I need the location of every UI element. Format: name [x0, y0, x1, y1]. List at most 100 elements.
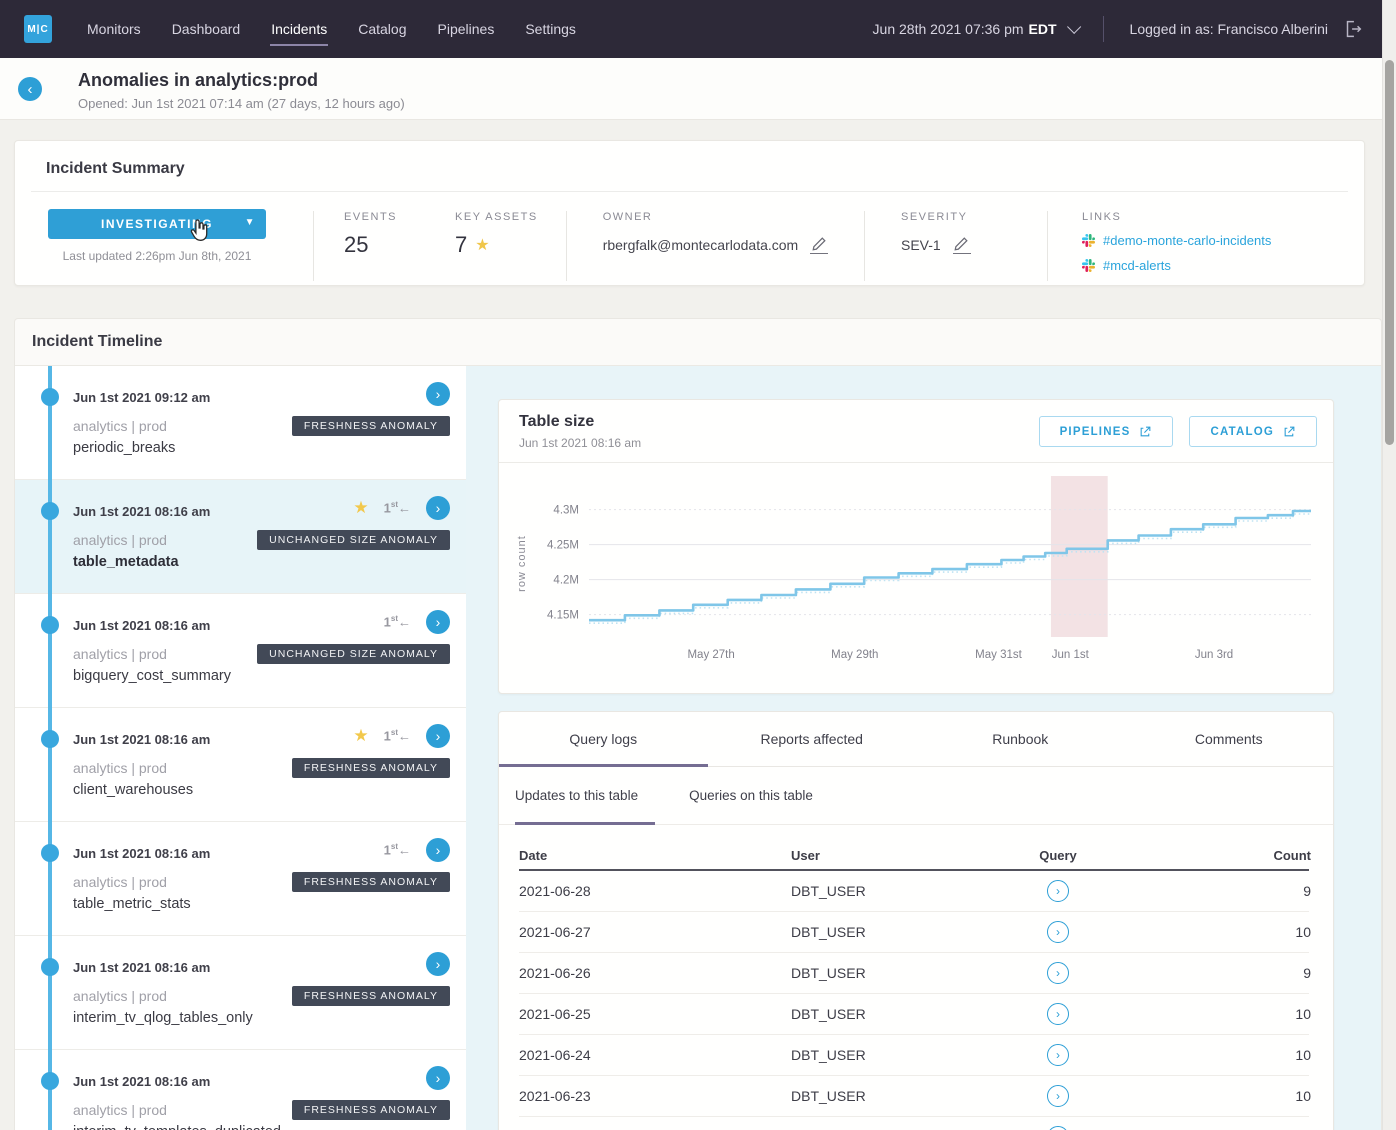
timeline-dot-icon: [41, 844, 59, 862]
incident-summary-card: Incident Summary INVESTIGATING ▼ Last up…: [14, 140, 1365, 286]
external-link-icon: [1283, 425, 1296, 438]
row-count: 9: [1221, 883, 1311, 899]
col-query: Query: [895, 848, 1221, 863]
nav-item-label: Incidents: [271, 21, 327, 37]
anomaly-tag: FRESHNESS ANOMALY: [292, 986, 450, 1006]
first-seen-icon: 1st←: [384, 728, 411, 743]
svg-text:Jun 1st: Jun 1st: [1052, 649, 1090, 661]
row-date: 2021-06-25: [519, 1006, 791, 1022]
nav-item[interactable]: Incidents: [270, 0, 328, 58]
event-table-name: table_metric_stats: [73, 896, 450, 912]
view-query-button[interactable]: ›: [1047, 1003, 1069, 1025]
detail-tab[interactable]: Comments: [1125, 712, 1334, 766]
detail-tab[interactable]: Runbook: [916, 712, 1125, 766]
scrollbar-thumb[interactable]: [1385, 60, 1394, 445]
open-event-button[interactable]: ›: [426, 610, 450, 634]
severity-field: SEVERITY SEV-1: [865, 209, 1047, 254]
slack-channel-link[interactable]: #demo-monte-carlo-incidents: [1082, 233, 1338, 248]
nav-item[interactable]: Pipelines: [437, 0, 496, 58]
logged-in-label: Logged in as: Francisco Alberini: [1130, 21, 1328, 37]
status-label: INVESTIGATING: [101, 217, 213, 231]
edit-severity-icon[interactable]: [953, 236, 971, 254]
datetime-selector[interactable]: Jun 28th 2021 07:36 pm EDT: [873, 21, 1077, 37]
summary-stat: KEY ASSETS 7 ★: [425, 209, 566, 258]
open-event-button[interactable]: ›: [426, 382, 450, 406]
view-query-button[interactable]: ›: [1047, 921, 1069, 943]
query-logs-card: Query logs Reports affected Runbook Comm…: [498, 711, 1334, 1130]
pipelines-button-label: PIPELINES: [1060, 426, 1131, 438]
timeline-item[interactable]: Jun 1st 2021 08:16 am ★ 1st← › analytics…: [15, 708, 466, 822]
timeline-item[interactable]: Jun 1st 2021 08:16 am 1st← › analytics |…: [15, 822, 466, 936]
timeline-item[interactable]: Jun 1st 2021 08:16 am ★ 1st← › analytics…: [15, 480, 466, 594]
query-subtabs: Updates to this table Queries on this ta…: [499, 767, 1333, 825]
event-dataset: analytics | prod: [73, 532, 167, 548]
nav-item[interactable]: Catalog: [357, 0, 407, 58]
caret-down-icon: ▼: [245, 217, 256, 228]
query-subtab[interactable]: Queries on this table: [689, 767, 830, 824]
back-button[interactable]: ‹: [18, 77, 42, 101]
svg-text:Jun 3rd: Jun 3rd: [1195, 649, 1233, 661]
links-block: LINKS #demo-monte-carlo-incidents: [1048, 209, 1348, 273]
slack-channel-link[interactable]: #mcd-alerts: [1082, 258, 1338, 273]
summary-stat: EVENTS 25: [314, 209, 425, 258]
incident-page: { "nav": { "logo_text": "M|C", "items": …: [0, 0, 1396, 1130]
nav-item[interactable]: Settings: [524, 0, 577, 58]
query-table-row: 2021-06-26 DBT_USER › 9: [519, 953, 1309, 994]
status-dropdown-button[interactable]: INVESTIGATING ▼: [48, 209, 266, 239]
timeline-item[interactable]: Jun 1st 2021 08:16 am › analytics | prod…: [15, 1050, 466, 1130]
catalog-button[interactable]: CATALOG: [1189, 416, 1317, 447]
open-event-button[interactable]: ›: [426, 496, 450, 520]
open-event-button[interactable]: ›: [426, 952, 450, 976]
nav-divider: [1103, 16, 1104, 42]
event-table-name: periodic_breaks: [73, 440, 450, 456]
timeline-detail-panel: Table size Jun 1st 2021 08:16 am PIPELIN…: [466, 366, 1381, 1130]
open-event-button[interactable]: ›: [426, 724, 450, 748]
svg-text:4.2M: 4.2M: [553, 575, 579, 587]
query-subtab[interactable]: Updates to this table: [515, 767, 655, 824]
query-subtab-label: Updates to this table: [515, 788, 638, 803]
row-date: 2021-06-26: [519, 965, 791, 981]
anomaly-tag: UNCHANGED SIZE ANOMALY: [257, 530, 450, 550]
view-query-button[interactable]: ›: [1047, 1085, 1069, 1107]
montecarlo-logo[interactable]: M|C: [24, 15, 52, 43]
open-event-button[interactable]: ›: [426, 1066, 450, 1090]
detail-tab[interactable]: Query logs: [499, 712, 708, 766]
logout-icon[interactable]: [1342, 18, 1364, 40]
event-table-name: table_metadata: [73, 554, 450, 570]
pipelines-button[interactable]: PIPELINES: [1039, 416, 1174, 447]
view-query-button[interactable]: ›: [1047, 962, 1069, 984]
view-query-button[interactable]: ›: [1047, 1044, 1069, 1066]
slack-channel-name: #demo-monte-carlo-incidents: [1103, 233, 1271, 248]
timeline-item[interactable]: Jun 1st 2021 08:16 am 1st← › analytics |…: [15, 594, 466, 708]
view-query-button[interactable]: ›: [1047, 1126, 1069, 1130]
timeline-item[interactable]: Jun 1st 2021 09:12 am › analytics | prod…: [15, 366, 466, 480]
detail-tab[interactable]: Reports affected: [708, 712, 917, 766]
view-query-button[interactable]: ›: [1047, 880, 1069, 902]
nav-item-label: Pipelines: [438, 21, 495, 37]
page-scrollbar[interactable]: [1382, 0, 1396, 1130]
col-count: Count: [1221, 848, 1311, 863]
timeline-item[interactable]: Jun 1st 2021 08:16 am › analytics | prod…: [15, 936, 466, 1050]
first-seen-icon: 1st←: [384, 500, 411, 515]
event-date: Jun 1st 2021 08:16 am: [73, 732, 210, 747]
edit-owner-icon[interactable]: [810, 236, 828, 254]
nav-right: Jun 28th 2021 07:36 pm EDT Logged in as:…: [873, 16, 1364, 42]
detail-tab-label: Runbook: [992, 731, 1048, 747]
catalog-button-label: CATALOG: [1210, 426, 1274, 438]
row-count: 10: [1221, 924, 1311, 940]
nav-item[interactable]: Dashboard: [171, 0, 242, 58]
row-count: 10: [1221, 1047, 1311, 1063]
event-table-name: interim_tv_qlog_tables_only: [73, 1010, 450, 1026]
slack-icon: [1082, 259, 1095, 272]
anomaly-tag: FRESHNESS ANOMALY: [292, 758, 450, 778]
nav-item[interactable]: Monitors: [86, 0, 142, 58]
owner-label: OWNER: [603, 211, 834, 223]
col-date: Date: [519, 848, 791, 863]
query-log-table: Date User Query Count 2021-06-28 DBT_USE…: [499, 825, 1333, 1130]
last-updated-text: Last updated 2:26pm Jun 8th, 2021: [48, 249, 266, 263]
top-nav: M|C Monitors Dashboard Incidents Catalog…: [0, 0, 1382, 58]
svg-text:4.15M: 4.15M: [547, 610, 579, 622]
open-event-button[interactable]: ›: [426, 838, 450, 862]
row-date: 2021-06-24: [519, 1047, 791, 1063]
severity-value: SEV-1: [901, 237, 941, 253]
